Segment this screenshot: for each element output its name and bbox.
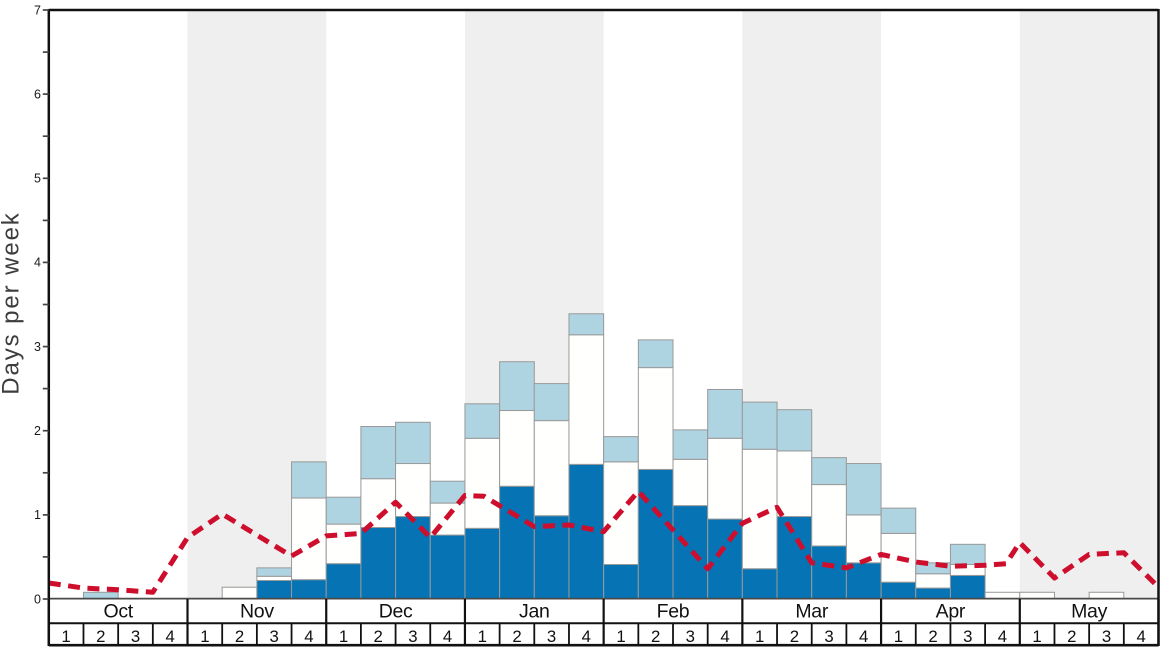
- svg-text:2: 2: [235, 627, 244, 646]
- svg-text:4: 4: [443, 627, 452, 646]
- svg-text:1: 1: [478, 627, 487, 646]
- svg-text:4: 4: [859, 627, 868, 646]
- svg-text:Dec: Dec: [379, 601, 413, 623]
- svg-text:3: 3: [686, 627, 695, 646]
- svg-text:1: 1: [616, 627, 625, 646]
- svg-text:4: 4: [720, 627, 729, 646]
- svg-text:Oct: Oct: [103, 601, 133, 623]
- svg-text:3: 3: [408, 627, 417, 646]
- svg-text:3: 3: [824, 627, 833, 646]
- svg-text:1: 1: [34, 508, 41, 522]
- svg-text:Days per week: Days per week: [0, 211, 25, 394]
- svg-text:1: 1: [339, 627, 348, 646]
- svg-text:2: 2: [512, 627, 521, 646]
- svg-text:Jan: Jan: [519, 601, 550, 623]
- svg-text:2: 2: [34, 424, 41, 438]
- svg-text:2: 2: [790, 627, 799, 646]
- svg-text:1: 1: [755, 627, 764, 646]
- svg-text:1: 1: [1032, 627, 1041, 646]
- svg-text:4: 4: [998, 627, 1007, 646]
- svg-text:3: 3: [34, 340, 41, 354]
- svg-text:3: 3: [547, 627, 556, 646]
- svg-text:4: 4: [304, 627, 313, 646]
- svg-text:2: 2: [96, 627, 105, 646]
- svg-text:6: 6: [34, 87, 41, 101]
- svg-text:4: 4: [582, 627, 591, 646]
- svg-text:2: 2: [374, 627, 383, 646]
- svg-text:4: 4: [1137, 627, 1146, 646]
- svg-text:7: 7: [34, 3, 41, 17]
- svg-text:Mar: Mar: [795, 601, 828, 623]
- svg-text:0: 0: [34, 592, 41, 606]
- svg-text:May: May: [1071, 601, 1107, 623]
- svg-text:2: 2: [1067, 627, 1076, 646]
- svg-text:5: 5: [34, 172, 41, 186]
- svg-text:3: 3: [270, 627, 279, 646]
- svg-text:3: 3: [963, 627, 972, 646]
- svg-text:1: 1: [61, 627, 70, 646]
- svg-text:1: 1: [200, 627, 209, 646]
- svg-text:Nov: Nov: [240, 601, 274, 623]
- svg-text:Apr: Apr: [936, 601, 966, 623]
- svg-text:Feb: Feb: [657, 601, 690, 623]
- svg-text:3: 3: [131, 627, 140, 646]
- svg-text:3: 3: [1102, 627, 1111, 646]
- svg-text:1: 1: [894, 627, 903, 646]
- svg-text:4: 4: [166, 627, 175, 646]
- svg-text:2: 2: [651, 627, 660, 646]
- svg-text:2: 2: [928, 627, 937, 646]
- svg-text:4: 4: [34, 256, 41, 270]
